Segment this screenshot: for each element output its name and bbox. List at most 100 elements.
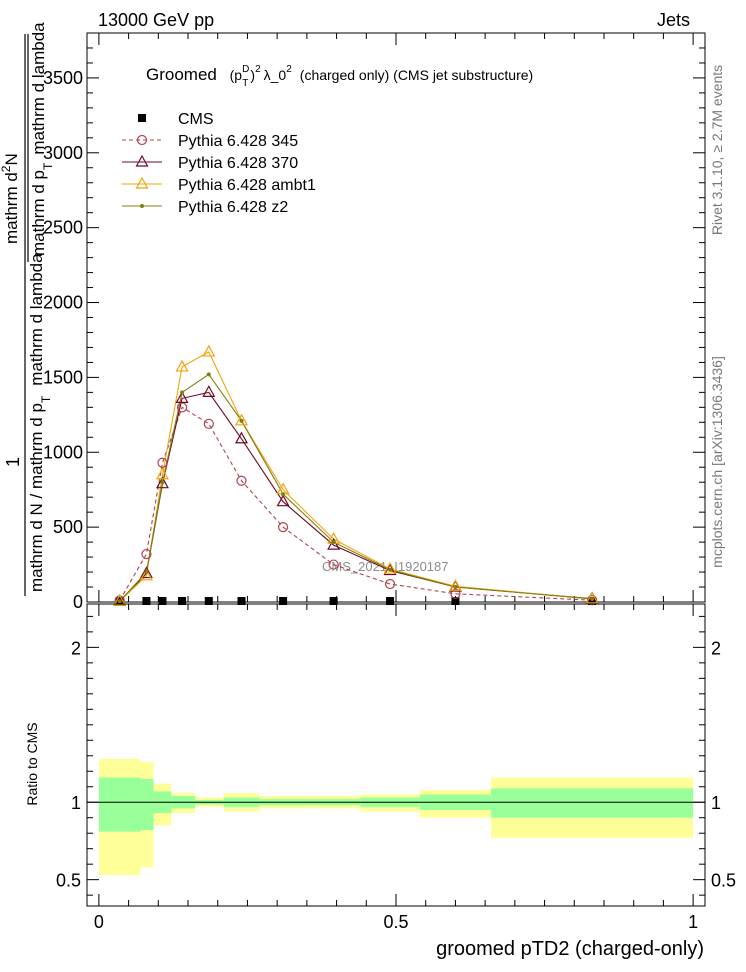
ratio-y-axis: 0.5 0.5 1 1 2 2: [56, 615, 736, 896]
data-point: [113, 594, 127, 606]
main-y-axis: 0 500 1000 1500 2000 2500 3000 3500: [43, 47, 705, 612]
data-point: [327, 537, 341, 550]
legend-label-4: Pythia 6.428 z2: [178, 199, 288, 216]
ratio-y-tick-label-right: 2: [711, 638, 721, 658]
plot-title-sup-2: 2: [255, 64, 261, 75]
main-plot: 0 500 1000 1500 2000 2500 3000 3500 Groomed (pD…: [43, 32, 706, 612]
data-point: [234, 431, 249, 444]
data-point: [451, 597, 460, 605]
data-point: [281, 492, 286, 497]
legend-marker-4: [140, 204, 144, 208]
data-point: [157, 457, 168, 468]
data-point: [141, 548, 152, 560]
ylabel-inner-den-text: mathrm d p: [29, 170, 48, 256]
ylabel-denominator: mathrm d N / mathrm d pTmathrm d lambda: [27, 253, 53, 592]
y-tick-label: 500: [53, 517, 83, 537]
ratio-band-inner: [491, 788, 694, 818]
ratio-bands: [87, 758, 705, 876]
legend-marker-3: [135, 176, 149, 189]
data-point: [117, 599, 122, 604]
legend-label-1: Pythia 6.428 345: [178, 133, 298, 150]
main-series: [113, 344, 599, 606]
plot-title-prefix: Groomed: [146, 65, 217, 84]
ratio-x-axis: 0 0.5 1: [94, 604, 698, 932]
data-point: [590, 597, 595, 602]
data-point: [203, 418, 214, 429]
ratio-y-tick-label-right: 0.5: [711, 871, 736, 891]
ratio-frame: [86, 603, 706, 907]
ylabel-num-sup: 2: [0, 165, 13, 172]
data-point: [139, 568, 153, 581]
data-point: [448, 579, 462, 591]
ylabel-num-text2: N: [2, 153, 21, 165]
plot-title-lambda: λ_0: [264, 67, 287, 83]
data-point: [383, 561, 397, 574]
data-point: [386, 597, 395, 605]
data-point: [178, 597, 187, 605]
data-point: [237, 597, 246, 605]
ratio-plot: 0.5 0.5 1 1 2 2 0 0.5 1: [56, 603, 736, 932]
ylabel-inner-den-sub: T: [41, 162, 55, 170]
data-point: [139, 566, 153, 579]
ylabel-den-text2: mathrm d lambda: [27, 253, 46, 386]
data-point: [279, 597, 288, 605]
legend-marker-1: [136, 134, 148, 146]
legend-label-2: Pythia 6.428 370: [178, 155, 298, 172]
plot-title-math: (p: [230, 67, 243, 83]
data-point: [234, 413, 249, 426]
data-point: [175, 391, 189, 403]
data-point: [142, 597, 151, 605]
x-tick-label: 0: [94, 912, 104, 932]
legend-marker-2: [135, 154, 149, 167]
x-tick-label: 0.5: [383, 912, 408, 932]
plot-title-sup-d: D: [242, 64, 249, 75]
data-point: [329, 597, 338, 605]
data-point: [450, 588, 461, 599]
data-point: [585, 591, 599, 604]
ylabel-den-sub: T: [39, 395, 53, 403]
ylabel-numerator: mathrm d2N: [0, 153, 21, 244]
ratio-y-tick-label: 2: [71, 638, 81, 658]
legend: CMS Pythia 6.428 345 Pythia 6.428 370 Pythi…: [122, 111, 316, 216]
legend-label-3: Pythia 6.428 ambt1: [178, 177, 316, 194]
ylabel-inner-denominator: mathrm d pTmathrm d lambda: [29, 22, 55, 256]
rivet-label: Rivet 3.1.10, ≥ 2.7M events: [709, 65, 725, 235]
ylabel-num-text: mathrm d: [2, 172, 21, 244]
ylabel-den-text: mathrm d N / mathrm d p: [27, 403, 46, 592]
plot-title-close: ): [250, 67, 255, 83]
series-line-1: [119, 406, 593, 601]
data-point: [202, 344, 216, 357]
mcplots-label: mcplots.cern.ch [arXiv:1306.3436]: [709, 356, 725, 568]
x-axis-label: groomed pTD2 (charged-only): [436, 938, 704, 960]
data-point: [155, 467, 169, 480]
y-tick-label: 1500: [43, 367, 83, 387]
ratio-y-tick-label-right: 1: [711, 793, 721, 813]
data-point: [383, 563, 397, 576]
data-point: [206, 372, 211, 377]
data-point: [160, 480, 165, 485]
data-point: [204, 597, 213, 605]
legend-marker-0: [138, 114, 146, 122]
data-point: [453, 585, 458, 590]
plot-title-suffix: (charged only) (CMS jet substructure): [300, 67, 533, 83]
ylabel-inner-den-text2: mathrm d lambda: [29, 22, 48, 155]
legend-label-0: CMS: [178, 111, 214, 128]
data-point: [331, 540, 336, 545]
y-tick-label: 3000: [43, 143, 83, 163]
data-point: [236, 475, 247, 486]
data-point: [155, 476, 169, 489]
data-point: [202, 385, 216, 397]
ylabel-one: 1: [3, 457, 23, 467]
header-energy: 13000 GeV pp: [98, 10, 214, 30]
y-tick-label: 1000: [43, 442, 83, 462]
x-tick-label: 1: [688, 912, 698, 932]
ratio-band-inner: [140, 779, 154, 831]
ratio-band-inner: [98, 777, 141, 832]
main-x-ticks: [98, 33, 694, 602]
main-y-label: 1 mathrm d N / mathrm d pTmathrm d lambd…: [0, 22, 55, 596]
y-tick-label: 0: [73, 592, 83, 612]
data-point: [276, 494, 290, 507]
ratio-y-tick-label: 1: [71, 793, 81, 813]
y-tick-label: 2000: [43, 293, 83, 313]
